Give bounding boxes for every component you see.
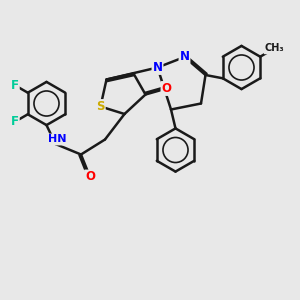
Text: N: N [152,61,163,74]
Text: N: N [179,50,190,64]
Text: F: F [11,79,19,92]
Text: O: O [161,82,172,95]
Text: F: F [11,115,19,128]
Text: HN: HN [48,134,66,145]
Text: S: S [96,100,105,113]
Text: CH₃: CH₃ [265,44,284,53]
Text: O: O [85,170,95,184]
